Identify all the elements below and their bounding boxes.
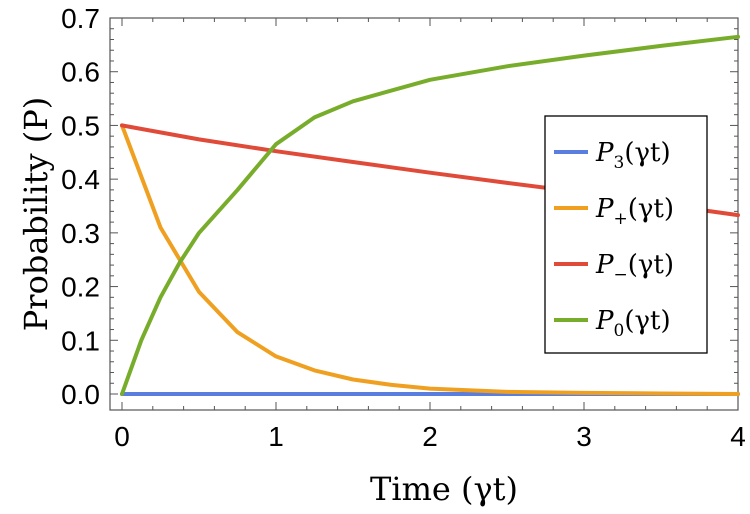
y-tick-label: 0.2 — [61, 272, 100, 303]
tick-labels: 0 1 2 3 4 0.0 0.1 0.2 0.3 0.4 0.5 0.6 0.7 — [61, 3, 746, 452]
axis-ticks — [110, 17, 739, 410]
x-axis-title: Time (γt) — [370, 470, 518, 508]
legend-box — [544, 115, 708, 354]
legend-entry-label: P0(γt) — [595, 306, 671, 341]
y-tick-label: 0.7 — [61, 3, 100, 34]
legend-entry-label: P3(γt) — [595, 138, 671, 173]
y-axis-title: Probability (P) — [17, 97, 55, 331]
series-line — [120, 34, 740, 396]
series-line — [120, 123, 740, 396]
y-tick-label: 0.5 — [61, 110, 100, 141]
x-tick-label: 3 — [576, 421, 592, 452]
x-tick-label: 2 — [422, 421, 438, 452]
legend-entry-label: P+(γt) — [595, 194, 674, 229]
x-tick-label: 1 — [268, 421, 284, 452]
y-tick-label: 0.3 — [61, 218, 100, 249]
x-tick-label: 4 — [730, 421, 746, 452]
legend-entry-label: P−(γt) — [595, 250, 674, 285]
x-tick-label: 0 — [114, 421, 130, 452]
y-tick-label: 0.1 — [61, 325, 100, 356]
y-tick-label: 0.6 — [61, 57, 100, 88]
legend: P3(γt) P+(γt) P−(γt) P0(γt) — [544, 115, 708, 354]
y-tick-label: 0.0 — [61, 379, 100, 410]
y-tick-label: 0.4 — [61, 164, 100, 195]
